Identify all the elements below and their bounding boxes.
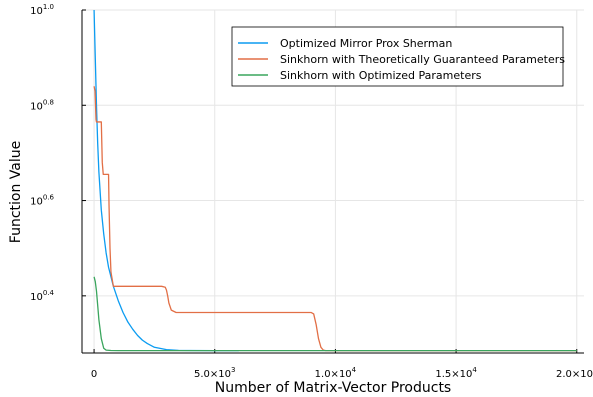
legend-label-mirror-prox: Optimized Mirror Prox Sherman [280,37,452,50]
legend-label-sinkhorn-optimized: Sinkhorn with Optimized Parameters [280,69,482,82]
y-tick-label: 101.0 [30,3,54,17]
x-tick-label: 2.0×104 [556,366,593,380]
legend-label-sinkhorn-theoretical: Sinkhorn with Theoretically Guaranteed P… [280,53,565,66]
x-tick-label: 1.0×104 [315,366,357,380]
y-tick-label: 100.8 [30,98,54,112]
y-axis-title: Function Value [8,141,24,243]
legend-box [231,26,564,87]
x-tick-labels: 0 5.0×103 1.0×104 1.5×104 2.0×104 [91,349,593,380]
x-tick-label: 5.0×103 [194,366,235,380]
x-tick-label: 0 [91,369,97,380]
series-line-0 [93,9,239,352]
series-line-2 [93,276,577,352]
legend: Optimized Mirror Prox Sherman Sinkhorn w… [231,26,565,87]
x-axis-title: Number of Matrix-Vector Products [215,380,451,396]
series-line-1 [93,86,577,352]
y-tick-label: 100.4 [30,289,54,303]
y-tick-label: 100.6 [30,194,54,208]
y-tick-labels: 100.4 100.6 100.8 101.0 [30,3,86,303]
x-tick-label: 1.5×104 [435,366,477,380]
series-lines [93,9,577,352]
